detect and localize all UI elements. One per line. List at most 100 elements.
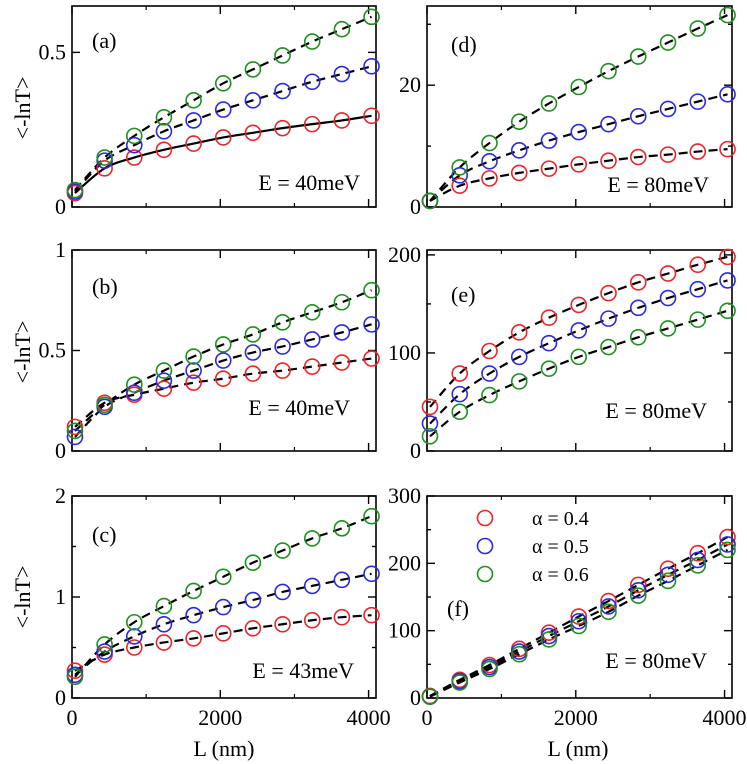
data-point-a-2 xyxy=(333,20,351,38)
data-point-e-1 xyxy=(510,348,528,366)
x-tick-label-f: 4000 xyxy=(703,705,747,730)
x-tick-label-c: 0 xyxy=(67,705,78,730)
data-point-f-2 xyxy=(481,660,498,678)
fit-line-a-0 xyxy=(74,114,372,194)
data-point-b-2 xyxy=(125,376,143,393)
data-point-e-1 xyxy=(421,415,439,432)
data-point-d-2 xyxy=(451,159,469,176)
data-point-d-2 xyxy=(689,20,707,37)
fit-line-f-0 xyxy=(429,536,729,697)
data-point-e-0 xyxy=(719,248,736,266)
data-point-c-1 xyxy=(214,598,232,616)
data-point-b-2 xyxy=(66,422,84,440)
data-point-b-1 xyxy=(274,338,291,355)
y-tick-label-d: 20 xyxy=(399,72,421,97)
data-point-e-0 xyxy=(689,256,707,274)
data-point-a-2 xyxy=(274,47,291,64)
data-point-d-1 xyxy=(570,123,588,141)
data-point-b-0 xyxy=(155,380,173,397)
data-point-c-0 xyxy=(214,625,232,642)
y-axis-label-c: <-lnT> xyxy=(10,566,35,629)
y-axis-label-b: <-lnT> xyxy=(10,321,35,384)
data-point-c-1 xyxy=(274,583,291,601)
y-tick-label-f: 0 xyxy=(410,685,421,710)
data-point-d-2 xyxy=(570,78,588,96)
data-point-e-2 xyxy=(421,427,439,445)
data-point-b-1 xyxy=(185,362,202,379)
data-point-b-2 xyxy=(214,336,232,353)
data-point-a-1 xyxy=(274,82,291,100)
legend-marker-0 xyxy=(476,509,494,527)
energy-annotation-b: E = 40meV xyxy=(248,395,350,420)
data-point-e-2 xyxy=(540,360,558,377)
data-point-b-2 xyxy=(185,348,202,365)
data-point-d-2 xyxy=(629,48,647,65)
data-point-c-0 xyxy=(274,615,291,633)
fit-line-c-0 xyxy=(74,614,372,672)
data-point-c-1 xyxy=(185,606,202,624)
x-axis-label-right: L (nm) xyxy=(548,736,609,761)
fit-line-c-1 xyxy=(74,572,372,676)
legend-marker-2 xyxy=(476,565,494,583)
data-point-b-1 xyxy=(66,428,84,446)
y-tick-label-d: 0 xyxy=(410,194,421,219)
data-point-e-1 xyxy=(600,310,617,327)
data-point-c-2 xyxy=(66,668,84,686)
data-point-f-2 xyxy=(421,688,439,705)
y-tick-label-b: 1 xyxy=(55,237,66,262)
panel-label-a: (a) xyxy=(92,28,116,53)
data-point-d-0 xyxy=(481,170,498,187)
data-point-e-2 xyxy=(659,320,677,337)
data-point-c-2 xyxy=(333,520,351,537)
data-point-c-1 xyxy=(333,571,351,589)
data-point-e-0 xyxy=(421,398,439,416)
data-point-f-2 xyxy=(659,572,677,590)
data-point-f-1 xyxy=(659,566,677,584)
legend: α = 0.4 α = 0.5 α = 0.6 xyxy=(476,508,589,586)
data-point-b-0 xyxy=(214,370,232,387)
data-point-a-1 xyxy=(303,73,321,91)
data-point-a-0 xyxy=(155,141,173,159)
data-point-a-2 xyxy=(244,61,262,78)
data-point-d-1 xyxy=(481,153,498,170)
y-tick-label-f: 100 xyxy=(388,618,421,643)
data-point-d-0 xyxy=(600,152,617,170)
data-point-c-0 xyxy=(363,606,380,624)
panel-label-e: (e) xyxy=(451,282,475,307)
data-point-a-2 xyxy=(66,181,84,199)
data-point-a-0 xyxy=(244,124,262,142)
data-point-c-1 xyxy=(96,643,113,660)
data-point-e-2 xyxy=(719,302,736,320)
data-point-a-0 xyxy=(274,119,291,137)
y-tick-label-c: 1 xyxy=(55,584,66,609)
fit-line-e-2 xyxy=(429,309,728,438)
data-point-b-1 xyxy=(333,324,351,341)
fit-line-a-1 xyxy=(74,65,372,193)
data-point-d-1 xyxy=(451,167,469,184)
y-tick-label-c: 0 xyxy=(55,685,66,710)
data-point-f-0 xyxy=(600,592,617,610)
data-point-b-1 xyxy=(125,384,143,402)
data-point-d-1 xyxy=(659,100,677,118)
data-point-a-0 xyxy=(363,107,380,125)
data-point-b-0 xyxy=(333,354,351,371)
data-point-c-2 xyxy=(274,542,291,559)
y-tick-label-e: 100 xyxy=(388,340,421,365)
data-point-b-2 xyxy=(274,314,291,331)
data-point-e-2 xyxy=(600,338,617,356)
data-point-e-2 xyxy=(689,311,707,328)
data-point-c-1 xyxy=(363,565,380,583)
data-point-b-0 xyxy=(363,350,380,367)
energy-annotation-d: E = 80meV xyxy=(607,172,709,197)
data-point-d-1 xyxy=(629,107,647,125)
data-point-b-2 xyxy=(363,281,380,299)
data-point-a-1 xyxy=(333,65,351,83)
data-point-e-0 xyxy=(510,324,528,341)
data-point-d-1 xyxy=(689,93,707,110)
data-point-d-0 xyxy=(510,164,528,182)
data-point-e-1 xyxy=(451,385,469,403)
data-point-f-2 xyxy=(540,631,558,648)
fit-line-f-2 xyxy=(429,548,729,698)
data-point-d-2 xyxy=(719,6,736,24)
